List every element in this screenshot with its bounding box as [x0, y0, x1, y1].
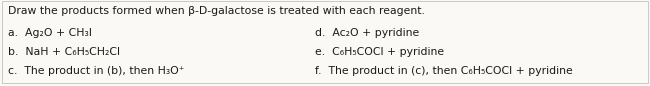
FancyBboxPatch shape — [2, 1, 648, 83]
Text: f.  The product in (c), then C₆H₅COCl + pyridine: f. The product in (c), then C₆H₅COCl + p… — [315, 66, 573, 76]
Text: a.  Ag₂O + CH₃I: a. Ag₂O + CH₃I — [8, 28, 92, 38]
Text: b.  NaH + C₆H₅CH₂Cl: b. NaH + C₆H₅CH₂Cl — [8, 47, 120, 57]
Text: d.  Ac₂O + pyridine: d. Ac₂O + pyridine — [315, 28, 419, 38]
Text: Draw the products formed when β-D-galactose is treated with each reagent.: Draw the products formed when β-D-galact… — [8, 6, 424, 16]
Text: c.  The product in (b), then H₃O⁺: c. The product in (b), then H₃O⁺ — [8, 66, 185, 76]
Text: e.  C₆H₅COCl + pyridine: e. C₆H₅COCl + pyridine — [315, 47, 445, 57]
